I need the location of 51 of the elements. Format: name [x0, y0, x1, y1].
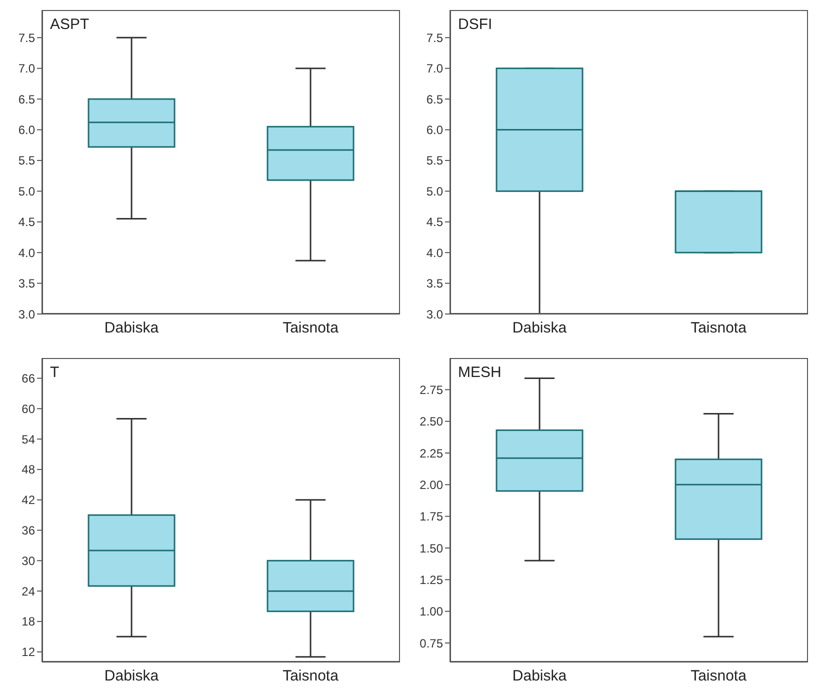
y-tick-label: 5.0 [426, 184, 444, 198]
y-tick-label: 42 [22, 493, 36, 508]
x-tick-label: Dabiska [104, 668, 160, 685]
chart-title: ASPT [50, 16, 90, 33]
y-tick-label: 7.5 [426, 30, 444, 45]
y-tick-label: 0.75 [420, 636, 444, 650]
y-tick-label: 3.0 [18, 307, 36, 322]
y-tick-label: 4.0 [18, 246, 36, 260]
y-tick-label: 1.25 [420, 572, 444, 587]
y-tick-label: 2.25 [420, 446, 444, 460]
y-tick-label: 3.0 [426, 307, 444, 322]
x-tick-label: Dabiska [512, 668, 568, 685]
x-tick-label: Dabiska [104, 320, 160, 337]
y-tick-label: 7.5 [18, 30, 36, 45]
x-tick-label: Dabiska [512, 320, 568, 337]
x-tick-label: Taisnota [282, 668, 340, 685]
y-tick-label: 5.5 [426, 154, 444, 168]
y-tick-label: 36 [22, 524, 36, 538]
y-tick-label: 18 [22, 614, 36, 629]
y-tick-label: 2.75 [420, 382, 444, 397]
chart-title: T [50, 364, 60, 381]
y-tick-label: 2.00 [420, 478, 444, 492]
x-tick-label: Taisnota [690, 320, 748, 337]
y-tick-label: 6.5 [18, 92, 36, 106]
y-tick-label: 6.5 [426, 92, 444, 106]
y-tick-label: 1.75 [420, 510, 444, 524]
y-tick-label: 5.5 [18, 154, 36, 168]
y-tick-label: 54 [22, 432, 36, 446]
chart-title: MESH [458, 364, 502, 381]
x-tick-label: Taisnota [690, 668, 748, 685]
y-tick-label: 60 [22, 402, 36, 416]
y-tick-label: 24 [22, 584, 36, 598]
chart-title: DSFI [458, 16, 492, 33]
y-tick-label: 48 [22, 462, 36, 477]
y-tick-label: 6.0 [426, 123, 444, 138]
y-tick-label: 3.5 [426, 276, 444, 291]
y-tick-label: 66 [22, 372, 36, 386]
y-tick-label: 6.0 [18, 123, 36, 138]
y-tick-label: 12 [22, 645, 36, 660]
y-tick-label: 5.0 [18, 184, 36, 198]
y-tick-label: 4.0 [426, 246, 444, 260]
y-tick-label: 1.50 [420, 541, 444, 556]
y-tick-label: 4.5 [18, 215, 36, 230]
y-tick-label: 4.5 [426, 215, 444, 230]
x-tick-label: Taisnota [282, 320, 340, 337]
y-tick-label: 7.0 [18, 62, 36, 76]
y-tick-label: 1.00 [420, 604, 444, 619]
y-tick-label: 7.0 [426, 62, 444, 76]
y-tick-label: 30 [22, 554, 36, 568]
y-tick-label: 3.5 [18, 276, 36, 291]
y-tick-label: 2.50 [420, 414, 444, 429]
